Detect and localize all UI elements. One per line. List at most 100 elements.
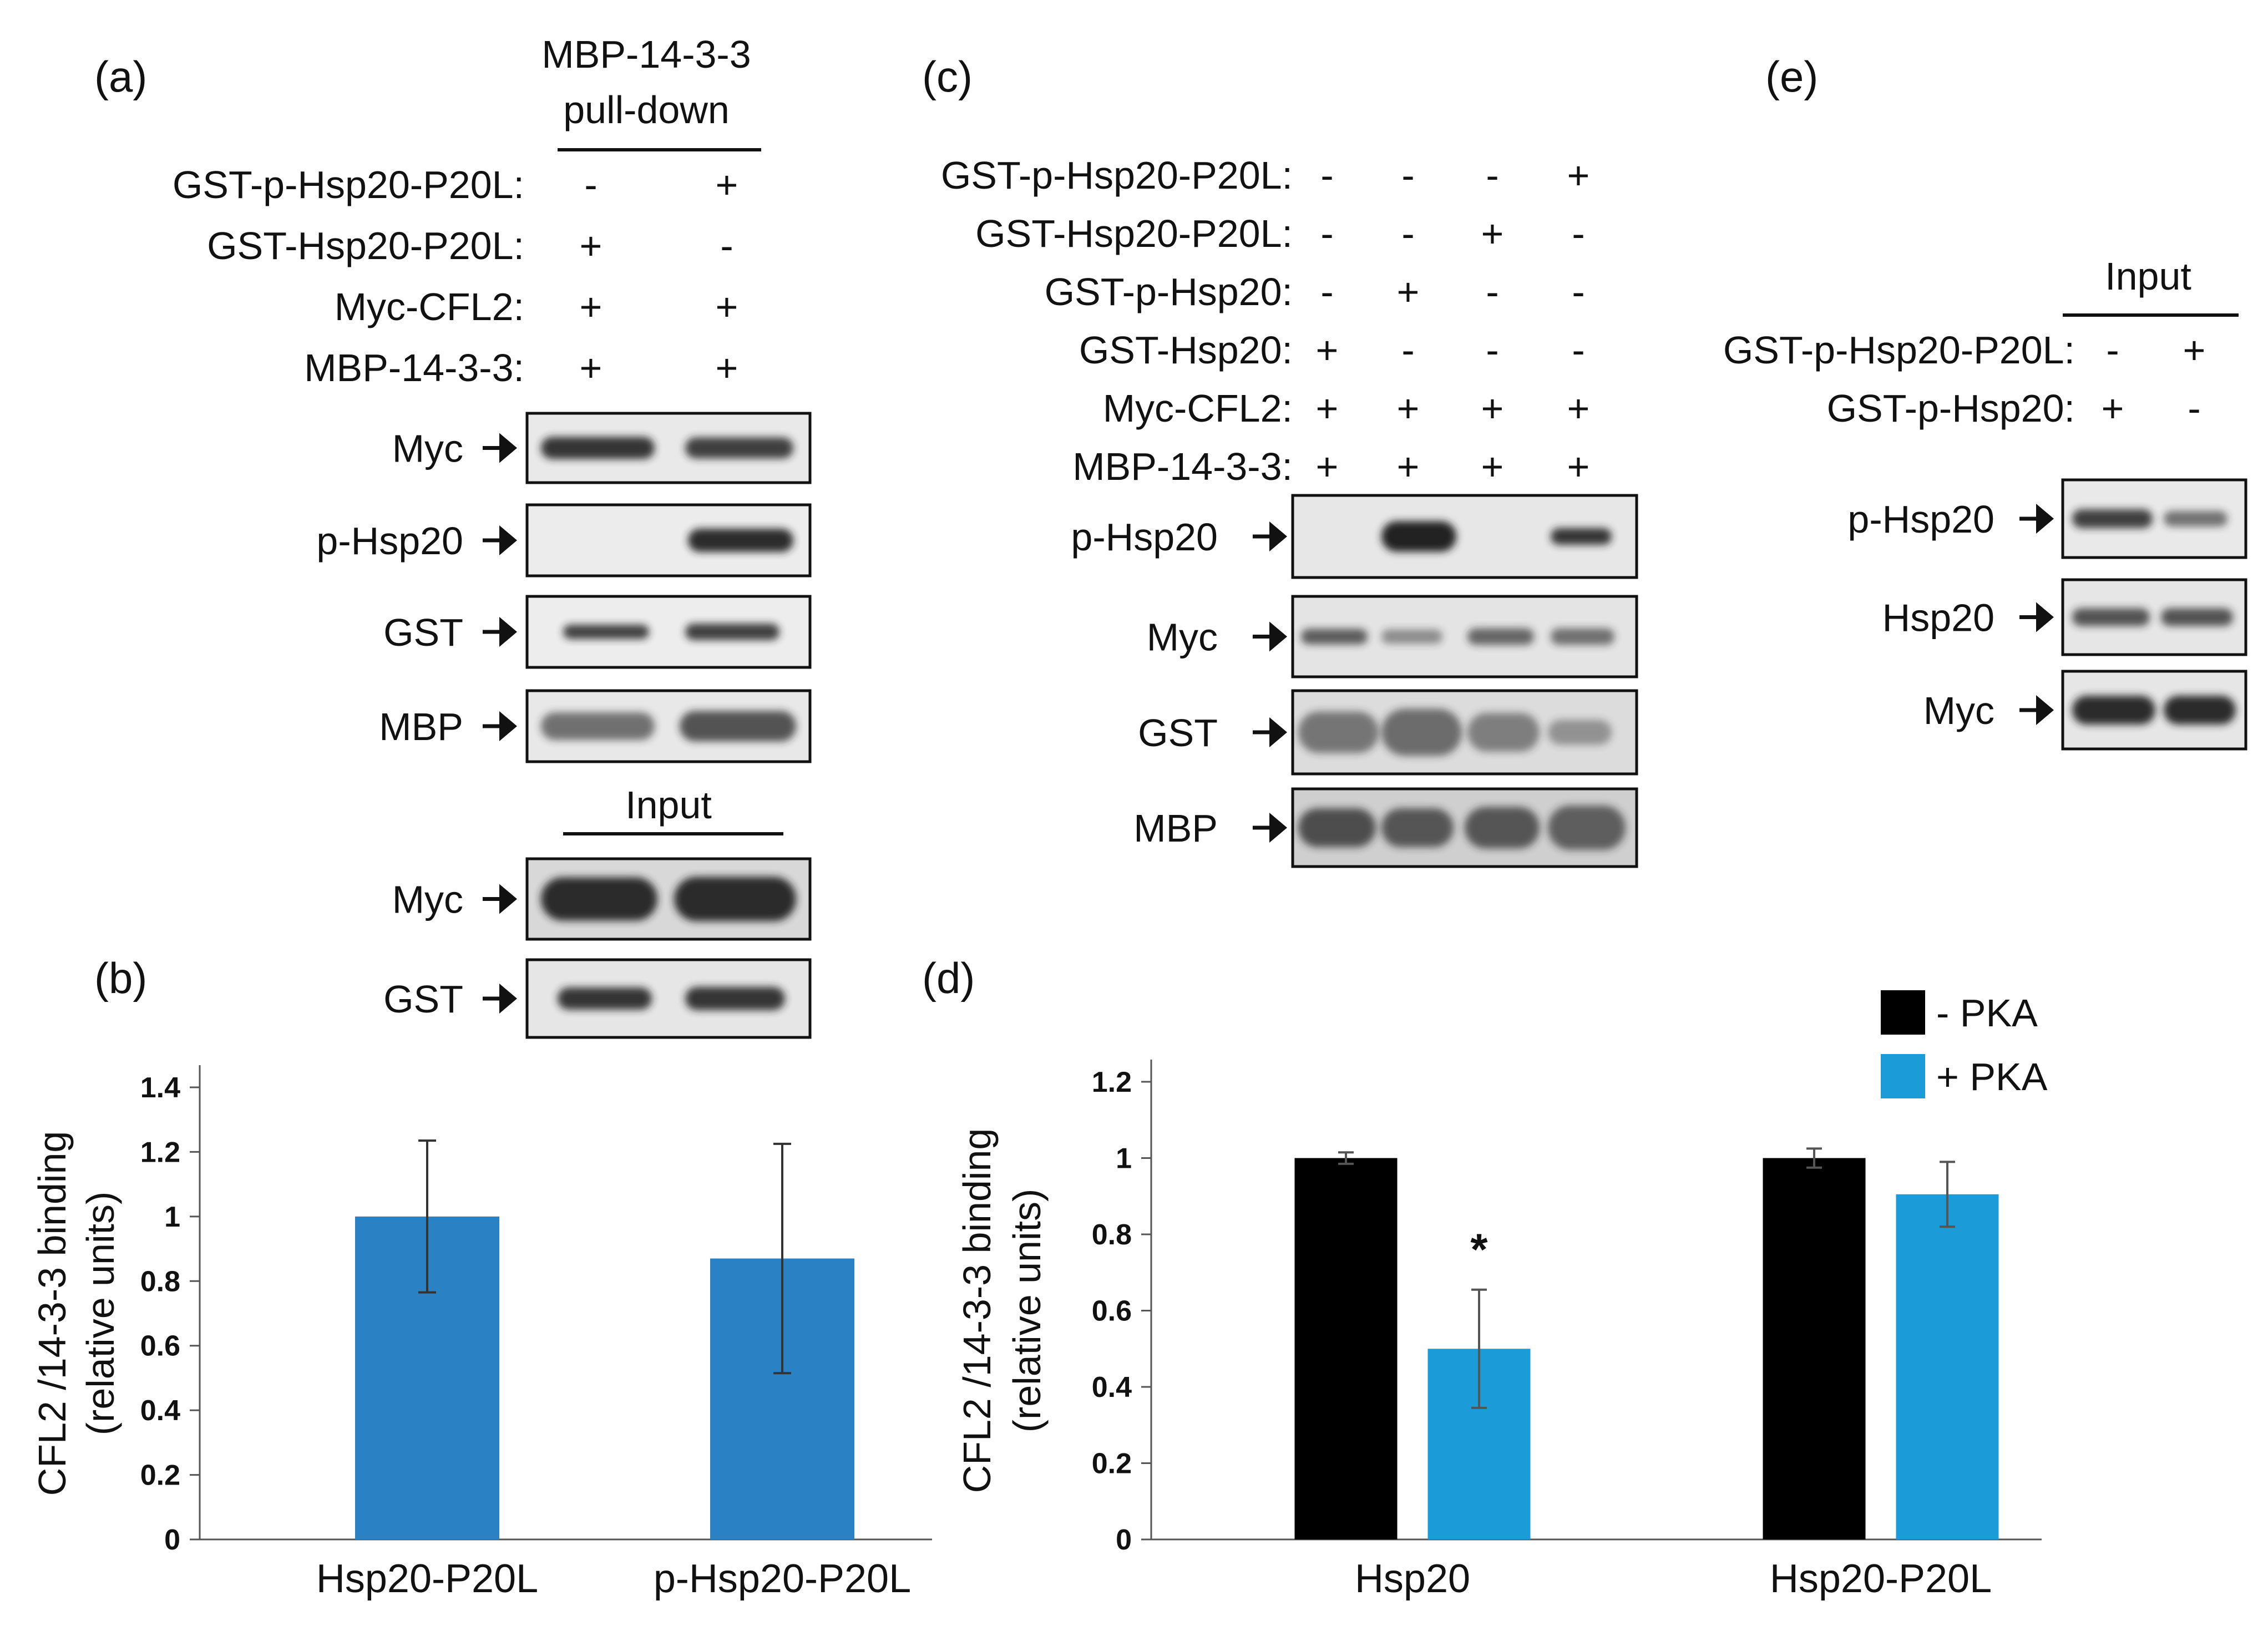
panel-a-row-label-gst-p-hsp20-p20l: GST-p-Hsp20-P20L: [173,163,524,206]
panel-a-input-gst-band-2 [685,987,785,1010]
chart-b-ytick-label-2: 0.4 [140,1395,180,1427]
panel-c-sign-2-3: + [1481,212,1504,255]
chart-d-ytick-label-0: 0 [1116,1524,1132,1556]
panel-a-sign-4-1: + [580,346,603,389]
panel-e-label: (e) [1765,52,1818,101]
panel-e-sign-2-2: - [2188,387,2200,430]
chart-b: 0 0.2 0.4 0.6 0.8 1 1.2 1.4 CFL2 /14-3-3 binding… [31,1065,932,1601]
panel-a-blots: Myc p-Hsp20 GST MBP Myc GST [316,412,812,1039]
panel-c-gst-band-4 [1548,720,1612,745]
panel-e-myc-band-2 [2164,696,2236,725]
panel-a: (a) MBP-14-3-3 pull-down GST-p-Hsp20-P20… [94,33,812,1039]
chart-b-category-p-hsp20-p20l: p-Hsp20-P20L [654,1557,911,1601]
panel-c-blots: p-Hsp20 Myc GST MBP [1071,494,1638,868]
panel-c-myc-band-3 [1467,628,1534,645]
panel-e-hsp20-label: Hsp20 [1882,596,1994,640]
panel-a-sign-1-2: + [716,163,738,206]
chart-d-significance-star: * [1470,1225,1488,1274]
panel-c: (c) GST-p-Hsp20-P20L: - - - +GST-Hsp20-P20L:… [922,52,1638,868]
chart-b-ytick-label-6: 1.2 [140,1136,180,1168]
chart-d-ytick-label-3: 0.6 [1092,1295,1132,1328]
panel-c-sign-2-4: - [1572,212,1584,255]
panel-a-myc-label: Myc [392,427,463,470]
panel-e-sign-1-1: - [2106,328,2119,372]
panel-a-row-label-mbp-14-3-3: MBP-14-3-3: [304,346,524,389]
chart-b-ytick-label-0: 0 [164,1524,180,1556]
panel-e-p-hsp20-label: p-Hsp20 [1847,498,1994,541]
panel-c-gst-band-2 [1381,708,1462,756]
panel-c-mbp-band-3 [1465,807,1540,849]
chart-b-ytick-label-5: 1 [164,1201,180,1233]
panel-a-mbp-band-1 [541,712,655,740]
panel-a-input-gst-band-1 [558,987,652,1010]
panel-a-p-hsp20-arrow-icon [499,525,517,555]
panel-a-row-label-myc-cfl2: Myc-CFL2: [335,285,524,328]
panel-a-sign-4-2: + [716,346,738,389]
panel-c-sign-1-2: - [1401,154,1414,197]
panel-c-myc-label: Myc [1147,616,1218,659]
panel-e-hsp20-arrow-icon [2036,602,2054,632]
panel-a-input-myc-band-1 [541,877,657,921]
panel-c-mbp-band-2 [1381,808,1454,847]
chart-b-ytick-label-4: 0.8 [140,1265,180,1298]
panel-e-sign-1-2: + [2183,328,2206,372]
panel-a-input-myc-band-2 [674,877,796,921]
chart-d-ytick-label-5: 1 [1116,1143,1132,1175]
panel-a-myc-arrow-icon [499,433,517,463]
chart-b-category-hsp20-p20l: Hsp20-P20L [316,1557,538,1601]
panel-a-input-myc-arrow-icon [499,884,517,914]
panel-c-myc-band-4 [1551,628,1614,645]
panel-c-gst-label: GST [1138,711,1218,754]
panel-c-gst-band-1 [1298,711,1379,753]
panel-a-mbp-label: MBP [379,705,463,748]
panel-c-myc-band-1 [1301,629,1368,645]
panel-e-myc-label: Myc [1923,689,1994,732]
chart-d-legend-label-1: - PKA [1936,991,2038,1035]
panel-c-sign-3-3: - [1486,270,1498,313]
panel-a-p-hsp20-label: p-Hsp20 [316,519,463,563]
panel-c-sign-4-3: - [1486,328,1498,372]
panel-c-sign-5-2: + [1397,387,1420,430]
panel-a-mbp-arrow-icon [499,711,517,741]
panel-c-sign-1-4: + [1567,154,1590,197]
chart-d-ytick-label-1: 0.2 [1092,1448,1132,1480]
panel-b-label: (b) [94,954,147,1002]
panel-e-row-label-gst-p-hsp20: GST-p-Hsp20: [1827,387,2075,430]
chart-d-category-hsp20-p20l: Hsp20-P20L [1770,1557,1992,1601]
panel-c-sign-4-1: + [1316,328,1339,372]
panel-c-sign-2-2: - [1401,212,1414,255]
panel-a-gst-band-1 [563,625,649,639]
panel-e-row-label-gst-p-hsp20-p20l: GST-p-Hsp20-P20L: [1723,328,2075,372]
panel-a-sign-3-1: + [580,285,603,328]
chart-d-category-hsp20: Hsp20 [1355,1557,1470,1601]
panel-a-rows: GST-p-Hsp20-P20L: - + GST-Hsp20-P20L: + - Myc-… [173,163,738,389]
panel-c-sign-1-1: - [1320,154,1333,197]
panel-c-sign-5-3: + [1481,387,1504,430]
panel-c-p-hsp20-label: p-Hsp20 [1071,515,1218,559]
panel-c-p-hsp20-band-1 [1381,521,1456,552]
panel-a-p-hsp20-band-1 [688,529,793,552]
chart-b-ylabel-line1: CFL2 /14-3-3 binding [31,1131,74,1496]
chart-d-bar-hsp20-p20l-plus-pka [1896,1194,1999,1539]
chart-d-ylabel-line2: (relative units) [1005,1189,1049,1433]
panel-c-p-hsp20-arrow-icon [1269,521,1287,551]
panel-c-sign-4-2: - [1401,328,1414,372]
panel-c-sign-1-3: - [1486,154,1498,197]
panel-a-input-myc-label: Myc [392,878,463,921]
panel-a-row-label-gst-hsp20-p20l: GST-Hsp20-P20L: [207,224,524,267]
panel-a-sign-1-1: - [584,163,597,206]
chart-d-ytick-label-4: 0.8 [1092,1219,1132,1251]
panel-c-mbp-label: MBP [1133,807,1218,850]
chart-d-legend-swatch-2 [1881,1054,1925,1098]
panel-c-rows: GST-p-Hsp20-P20L: - - - +GST-Hsp20-P20L: - - + -… [941,154,1590,488]
panel-c-p-hsp20-band-2 [1551,528,1612,545]
panel-a-sign-3-2: + [716,285,738,328]
panel-a-mbp-band-2 [680,711,796,742]
panel-c-row-label-gst-hsp20: GST-Hsp20: [1079,328,1293,372]
chart-d-ylabel-line1: CFL2 /14-3-3 binding [955,1128,999,1493]
panel-a-myc-band-1 [541,437,655,459]
panel-c-mbp-band-4 [1548,806,1626,850]
panel-c-sign-6-3: + [1481,445,1504,488]
chart-b-ytick-label-1: 0.2 [140,1460,180,1492]
